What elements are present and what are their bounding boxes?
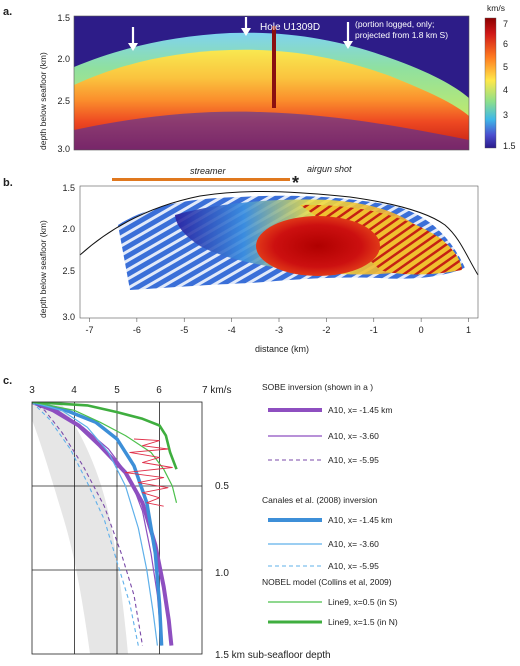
colorbar-ticks: 7 6 5 4 3 1.5 bbox=[503, 19, 516, 151]
panel-c-legend: SOBE inversion (shown in a ) A10, x= -1.… bbox=[262, 382, 398, 627]
a-ytick-3: 2.5 bbox=[57, 96, 70, 106]
panel-a-heatmap bbox=[74, 16, 469, 150]
legend-nobel-1: Line9, x=0.5 (in S) bbox=[328, 597, 397, 607]
arrow-1-head bbox=[128, 43, 138, 51]
panel-a-label: a. bbox=[3, 6, 12, 18]
b-ytick-4: 3.0 bbox=[62, 312, 75, 322]
panel-b-seafloor bbox=[79, 190, 479, 276]
series-nobel-line9-x-1-5-in-n- bbox=[32, 402, 178, 470]
c-ytick-0-5: 0.5 bbox=[215, 481, 229, 492]
panel-a-yticks: 1.5 2.0 2.5 3.0 bbox=[57, 13, 70, 154]
legend-canales-1: A10, x= -1.45 km bbox=[328, 515, 393, 525]
panel-a-ylabel: depth below seafloor (km) bbox=[38, 52, 48, 150]
b-xtick-2: -5 bbox=[180, 325, 188, 335]
panel-a-frame bbox=[73, 15, 470, 151]
legend-sobe-2: A10, x= -3.60 bbox=[328, 431, 379, 441]
panel-c-label: c. bbox=[3, 375, 12, 387]
legend-sobe-3: A10, x= -5.95 bbox=[328, 455, 379, 465]
b-ytick-1: 1.5 bbox=[62, 183, 75, 193]
cbar-tick-6: 6 bbox=[503, 39, 508, 49]
c-ytick-1-0: 1.0 bbox=[215, 568, 229, 579]
panel-c-shaded-region bbox=[32, 402, 128, 654]
series-sobe-a10-x-5-95 bbox=[32, 402, 144, 646]
b-xtick-4: -3 bbox=[275, 325, 283, 335]
c-xtick-4: 4 bbox=[71, 385, 77, 396]
b-xtick-6: -1 bbox=[370, 325, 378, 335]
hole-label: Hole U1309D bbox=[260, 22, 320, 33]
cbar-tick-4: 4 bbox=[503, 85, 508, 95]
panel-a-deep-zone bbox=[74, 111, 469, 150]
airgun-label: airgun shot bbox=[307, 164, 352, 174]
panel-b-heatmap bbox=[79, 190, 479, 290]
c-xtick-6: 6 bbox=[156, 385, 162, 396]
c-bottom-label: 1.5 km sub-seafloor depth bbox=[215, 650, 331, 661]
cbar-tick-3: 3 bbox=[503, 110, 508, 120]
series-canales-a10-x-3-60 bbox=[32, 402, 158, 646]
panel-b-core bbox=[256, 216, 380, 276]
note-line-2: projected from 1.8 km S) bbox=[355, 30, 448, 40]
panel-b-xlabel: distance (km) bbox=[255, 344, 309, 354]
cbar-tick-7: 7 bbox=[503, 19, 508, 29]
panel-c-yticks: 0.5 1.0 bbox=[215, 481, 229, 579]
b-xtick-5: -2 bbox=[322, 325, 330, 335]
a-ytick-2: 2.0 bbox=[57, 54, 70, 64]
b-xtick-7: 0 bbox=[419, 325, 424, 335]
series-canales-a10-x-5-95 bbox=[32, 402, 139, 646]
panel-c-frame bbox=[31, 401, 203, 655]
panel-c-series bbox=[32, 402, 178, 646]
b-ytick-3: 2.5 bbox=[62, 266, 75, 276]
legend-group3-title: NOBEL model (Collins et al, 2009) bbox=[262, 577, 392, 587]
panel-a-arrows bbox=[128, 17, 353, 51]
series-nobel-line9-x-0-5-in-s- bbox=[32, 402, 178, 503]
c-xtick-5: 5 bbox=[114, 385, 120, 396]
colorbar bbox=[484, 17, 497, 149]
panel-c-xticks: 3 4 5 6 bbox=[29, 385, 162, 396]
b-xtick-3: -4 bbox=[228, 325, 236, 335]
streamer-bar bbox=[112, 178, 290, 181]
panel-b-xticks: -7 -6 -5 -4 -3 -2 -1 0 1 bbox=[85, 325, 471, 335]
cbar-tick-1-5: 1.5 bbox=[503, 141, 516, 151]
panel-b-ylabel: depth below seafloor (km) bbox=[38, 220, 48, 318]
airgun-marker: * bbox=[292, 173, 299, 193]
legend-nobel-2: Line9, x=1.5 (in N) bbox=[328, 617, 398, 627]
b-xtick-0: -7 bbox=[85, 325, 93, 335]
a-ytick-1: 1.5 bbox=[57, 13, 70, 23]
legend-canales-2: A10, x= -3.60 bbox=[328, 539, 379, 549]
legend-group2-title: Canales et al. (2008) inversion bbox=[262, 495, 378, 505]
b-xtick-8: 1 bbox=[466, 325, 471, 335]
note-line-1: (portion logged, only; bbox=[355, 19, 434, 29]
cbar-tick-5: 5 bbox=[503, 62, 508, 72]
b-xtick-1: -6 bbox=[133, 325, 141, 335]
c-xunit: 7 km/s bbox=[202, 385, 231, 396]
c-xtick-3: 3 bbox=[29, 385, 35, 396]
legend-group1-title: SOBE inversion (shown in a ) bbox=[262, 382, 373, 392]
arrow-2-head bbox=[241, 28, 251, 36]
panel-b-yticks: 1.5 2.0 2.5 3.0 bbox=[62, 183, 75, 322]
streamer-label: streamer bbox=[190, 166, 227, 176]
series-sobe-a10-x-3-60 bbox=[32, 402, 163, 646]
series-log bbox=[125, 438, 173, 507]
b-ytick-2: 2.0 bbox=[62, 224, 75, 234]
panel-b-label: b. bbox=[3, 177, 13, 189]
legend-sobe-1: A10, x= -1.45 km bbox=[328, 405, 393, 415]
panel-b-xtick-marks bbox=[89, 318, 469, 322]
colorbar-unit: km/s bbox=[487, 3, 505, 13]
arrow-3-head bbox=[343, 41, 353, 49]
a-ytick-4: 3.0 bbox=[57, 144, 70, 154]
legend-canales-3: A10, x= -5.95 bbox=[328, 561, 379, 571]
hole-u1309d-track bbox=[272, 26, 276, 108]
panel-c-plot bbox=[32, 402, 202, 654]
series-canales-a10-x-1-45-km bbox=[32, 402, 164, 646]
